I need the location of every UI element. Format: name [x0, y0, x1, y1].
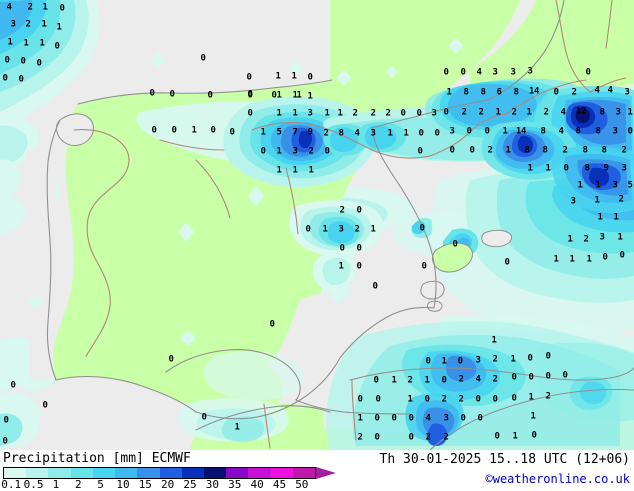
color-scale-overflow-arrow	[316, 467, 336, 479]
coastline-layer	[46, 0, 634, 450]
legend-title: Precipitation [mm] ECMWF	[3, 451, 191, 466]
color-scale-tick: 25	[183, 478, 197, 491]
color-scale-swatch[interactable]	[4, 468, 27, 478]
color-scale-tick: 0.5	[23, 478, 44, 491]
color-scale-tick: 40	[250, 478, 264, 491]
color-scale-tick: 10	[116, 478, 130, 491]
color-scale-swatch[interactable]	[92, 468, 116, 478]
color-scale-tick: 35	[228, 478, 242, 491]
color-scale-swatch[interactable]	[26, 468, 49, 478]
color-scale-swatch[interactable]	[203, 468, 227, 478]
color-scale-tick: 1	[52, 478, 60, 491]
color-scale-swatch[interactable]	[137, 468, 160, 478]
color-scale-tick: 20	[161, 478, 175, 491]
map-canvas	[0, 0, 634, 450]
color-scale-tick-labels: 0.1 0.5 1 2 5 10 15 20 25 30 35 40 45 50	[0, 478, 350, 491]
border-layer	[73, 0, 627, 449]
color-scale-swatch[interactable]	[48, 468, 71, 478]
color-scale-tick: 30	[205, 478, 220, 491]
color-scale-tick: 5	[97, 478, 104, 491]
copyright-credit[interactable]: ©weatheronline.co.uk	[485, 472, 631, 486]
color-scale-swatch[interactable]	[70, 468, 93, 478]
color-scale-tick: 2	[74, 478, 82, 491]
color-scale-tick: 15	[138, 478, 152, 491]
color-scale-bar[interactable]	[3, 467, 316, 479]
color-scale-swatch[interactable]	[248, 468, 271, 478]
color-scale-swatch[interactable]	[159, 468, 182, 478]
color-scale-swatch[interactable]	[115, 468, 138, 478]
color-scale-swatch[interactable]	[292, 468, 316, 478]
forecast-timestamp: Th 30-01-2025 15..18 UTC (12+06)	[379, 452, 630, 467]
color-scale-tick: 45	[272, 478, 287, 491]
color-scale-swatch[interactable]	[226, 468, 249, 478]
color-scale[interactable]	[3, 467, 343, 479]
color-scale-swatch[interactable]	[181, 468, 204, 478]
map-footer: Precipitation [mm] ECMWF 0.1 0.5 1 2 5 10 15 20…	[0, 450, 634, 491]
color-scale-tick: 0.1	[1, 478, 22, 491]
color-scale-tick: 50	[295, 478, 309, 491]
color-scale-swatch[interactable]	[270, 468, 293, 478]
